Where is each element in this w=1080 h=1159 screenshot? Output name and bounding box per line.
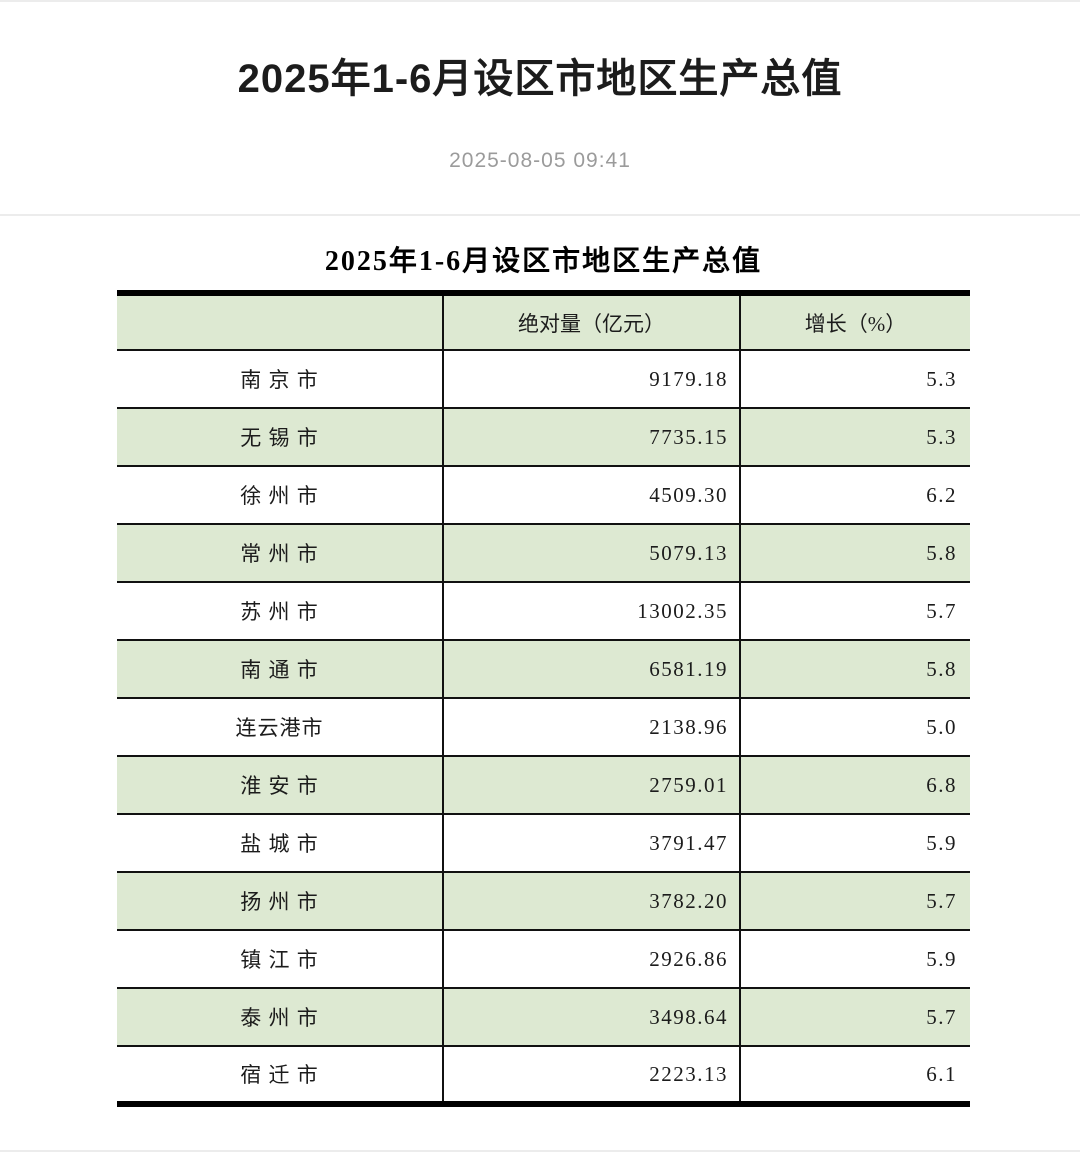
growth-rate: 5.3: [739, 408, 970, 467]
growth-rate: 6.1: [739, 1046, 970, 1105]
growth-rate: 5.9: [739, 930, 970, 989]
city-name: 徐 州 市: [117, 466, 443, 525]
absolute-value: 2759.01: [442, 756, 740, 815]
table-row: 宿 迁 市 2223.13 6.1: [117, 1046, 970, 1105]
header-divider: [0, 214, 1080, 216]
growth-rate: 5.7: [739, 988, 970, 1047]
absolute-value: 13002.35: [442, 582, 740, 641]
absolute-value: 2926.86: [442, 930, 740, 989]
growth-rate: 5.8: [739, 524, 970, 583]
city-name: 镇 江 市: [117, 930, 443, 989]
table-title: 2025年1-6月设区市地区生产总值: [324, 246, 763, 277]
absolute-value: 2138.96: [442, 698, 740, 757]
city-name: 南 京 市: [117, 350, 443, 409]
growth-rate: 5.7: [739, 582, 970, 641]
city-name: 宿 迁 市: [117, 1046, 443, 1105]
growth-rate: 6.8: [739, 756, 970, 815]
city-name: 常 州 市: [117, 524, 443, 583]
column-header-absolute-value: 绝对量（亿元）: [442, 293, 740, 351]
growth-rate: 5.0: [739, 698, 970, 757]
absolute-value: 3782.20: [442, 872, 740, 931]
table-row: 徐 州 市 4509.30 6.2: [117, 466, 970, 525]
publish-date: 2025-08-05 09:41: [449, 149, 631, 172]
column-header-city: [117, 293, 443, 351]
city-name: 南 通 市: [117, 640, 443, 699]
city-name: 扬 州 市: [117, 872, 443, 931]
city-name: 连云港市: [117, 698, 443, 757]
city-name: 苏 州 市: [117, 582, 443, 641]
page-title: 2025年1-6月设区市地区生产总值: [237, 57, 843, 101]
city-name: 无 锡 市: [117, 408, 443, 467]
growth-rate: 5.8: [739, 640, 970, 699]
table-row: 淮 安 市 2759.01 6.8: [117, 756, 970, 815]
table-row: 南 通 市 6581.19 5.8: [117, 640, 970, 699]
city-name: 盐 城 市: [117, 814, 443, 873]
growth-rate: 5.7: [739, 872, 970, 931]
absolute-value: 6581.19: [442, 640, 740, 699]
absolute-value: 3791.47: [442, 814, 740, 873]
footer-divider: [0, 1150, 1080, 1152]
absolute-value: 3498.64: [442, 988, 740, 1047]
absolute-value: 5079.13: [442, 524, 740, 583]
table-row: 盐 城 市 3791.47 5.9: [117, 814, 970, 873]
table-row: 无 锡 市 7735.15 5.3: [117, 408, 970, 467]
absolute-value: 4509.30: [442, 466, 740, 525]
table-row: 南 京 市 9179.18 5.3: [117, 350, 970, 409]
table-row: 连云港市 2138.96 5.0: [117, 698, 970, 757]
table-row: 苏 州 市 13002.35 5.7: [117, 582, 970, 641]
table-row: 扬 州 市 3782.20 5.7: [117, 872, 970, 931]
table-section: 2025年1-6月设区市地区生产总值 绝对量（亿元） 增长（%） 南 京 市 9…: [117, 247, 970, 1107]
table-row: 镇 江 市 2926.86 5.9: [117, 930, 970, 989]
absolute-value: 9179.18: [442, 350, 740, 409]
growth-rate: 6.2: [739, 466, 970, 525]
absolute-value: 7735.15: [442, 408, 740, 467]
city-name: 淮 安 市: [117, 756, 443, 815]
absolute-value: 2223.13: [442, 1046, 740, 1105]
growth-rate: 5.3: [739, 350, 970, 409]
column-header-growth: 增长（%）: [739, 293, 970, 351]
gdp-table: 绝对量（亿元） 增长（%） 南 京 市 9179.18 5.3 无 锡 市 77…: [117, 290, 970, 1107]
table-header-row: 绝对量（亿元） 增长（%）: [117, 293, 970, 351]
table-row: 泰 州 市 3498.64 5.7: [117, 988, 970, 1047]
table-row: 常 州 市 5079.13 5.8: [117, 524, 970, 583]
growth-rate: 5.9: [739, 814, 970, 873]
city-name: 泰 州 市: [117, 988, 443, 1047]
article-header: 2025年1-6月设区市地区生产总值 2025-08-05 09:41: [0, 2, 1080, 171]
